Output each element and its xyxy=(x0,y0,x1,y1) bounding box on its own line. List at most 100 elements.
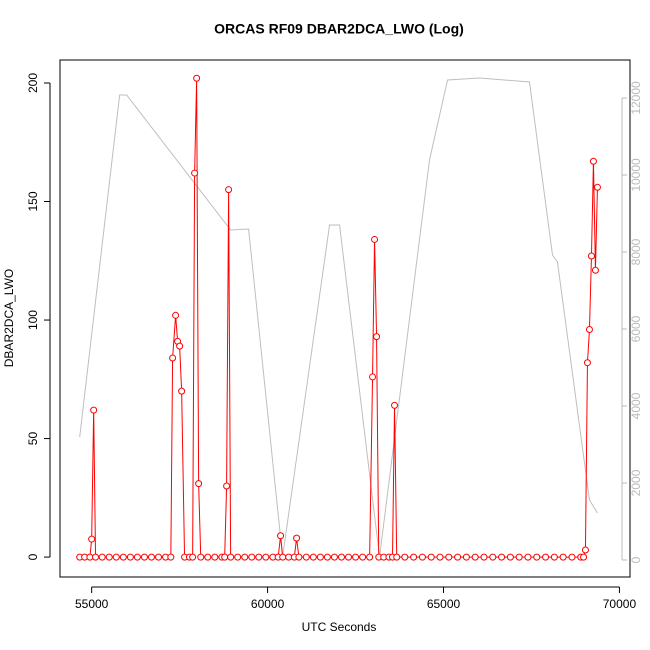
point xyxy=(227,553,235,561)
point xyxy=(193,74,201,82)
y-axis-label: DBAR2DCA_LWO xyxy=(2,269,16,367)
point xyxy=(323,553,331,561)
y-tick-label: 50 xyxy=(26,432,40,446)
point xyxy=(489,553,497,561)
point xyxy=(369,373,377,381)
point xyxy=(295,553,303,561)
point xyxy=(587,252,595,260)
y-tick-label: 150 xyxy=(26,191,40,211)
x-tick-label: 55000 xyxy=(75,597,109,611)
point xyxy=(285,553,293,561)
y2-tick-label: 2000 xyxy=(629,469,643,496)
point xyxy=(454,553,462,561)
x-axis-label: UTC Seconds xyxy=(302,620,377,634)
point xyxy=(241,553,249,561)
point xyxy=(92,553,100,561)
point xyxy=(393,553,401,561)
point xyxy=(178,387,186,395)
point xyxy=(559,553,567,561)
point xyxy=(195,480,203,488)
y2-tick-label: 8000 xyxy=(629,238,643,265)
point xyxy=(391,401,399,409)
point xyxy=(140,553,148,561)
point xyxy=(262,553,270,561)
point xyxy=(371,235,379,243)
point xyxy=(133,553,141,561)
point xyxy=(337,553,345,561)
point xyxy=(585,326,593,334)
point xyxy=(445,553,453,561)
x-tick-label: 70000 xyxy=(603,597,637,611)
point xyxy=(225,186,233,194)
y2-tick-label: 6000 xyxy=(629,315,643,342)
point xyxy=(279,553,287,561)
chart-title: ORCAS RF09 DBAR2DCA_LWO (Log) xyxy=(214,21,464,37)
point xyxy=(155,553,163,561)
plot-box xyxy=(59,59,631,578)
point xyxy=(98,553,106,561)
point xyxy=(197,553,205,561)
point xyxy=(191,169,199,177)
y2-tick-label: 10000 xyxy=(629,158,643,192)
point xyxy=(550,553,558,561)
point xyxy=(330,553,338,561)
point xyxy=(293,534,301,542)
y-tick-label: 0 xyxy=(26,553,40,560)
point xyxy=(583,359,591,367)
point xyxy=(580,553,588,561)
point xyxy=(480,553,488,561)
x-tick-label: 65000 xyxy=(427,597,461,611)
point xyxy=(211,553,219,561)
series-line xyxy=(79,78,598,558)
y2-tick-label: 4000 xyxy=(629,392,643,419)
point xyxy=(255,553,263,561)
y2-tick-label: 0 xyxy=(629,556,643,563)
point xyxy=(401,553,409,561)
point xyxy=(223,482,231,490)
point xyxy=(593,183,601,191)
point xyxy=(515,553,523,561)
point xyxy=(410,553,418,561)
point xyxy=(176,342,184,350)
point xyxy=(568,553,576,561)
point xyxy=(105,553,113,561)
point xyxy=(126,553,134,561)
point xyxy=(88,535,96,543)
point xyxy=(277,532,285,540)
point xyxy=(172,311,180,319)
point xyxy=(112,553,120,561)
point xyxy=(498,553,506,561)
y2-tick-label: 12000 xyxy=(629,81,643,115)
point xyxy=(533,553,541,561)
series-line xyxy=(79,77,598,558)
point xyxy=(366,553,374,561)
point xyxy=(352,553,360,561)
point xyxy=(359,553,367,561)
point xyxy=(542,553,550,561)
point xyxy=(169,354,177,362)
point xyxy=(589,157,597,165)
point xyxy=(506,553,514,561)
point xyxy=(462,553,470,561)
point xyxy=(90,406,98,414)
point xyxy=(373,333,381,341)
point xyxy=(248,553,256,561)
point xyxy=(581,546,589,554)
point xyxy=(86,553,94,561)
point xyxy=(591,266,599,274)
y-tick-label: 100 xyxy=(26,310,40,330)
point xyxy=(471,553,479,561)
point xyxy=(418,553,426,561)
point xyxy=(302,553,310,561)
point xyxy=(147,553,155,561)
point xyxy=(234,553,242,561)
point xyxy=(119,553,127,561)
point xyxy=(316,553,324,561)
y-tick-label: 200 xyxy=(26,73,40,93)
point xyxy=(427,553,435,561)
point xyxy=(309,553,317,561)
x-tick-label: 60000 xyxy=(251,597,285,611)
point xyxy=(524,553,532,561)
point xyxy=(345,553,353,561)
